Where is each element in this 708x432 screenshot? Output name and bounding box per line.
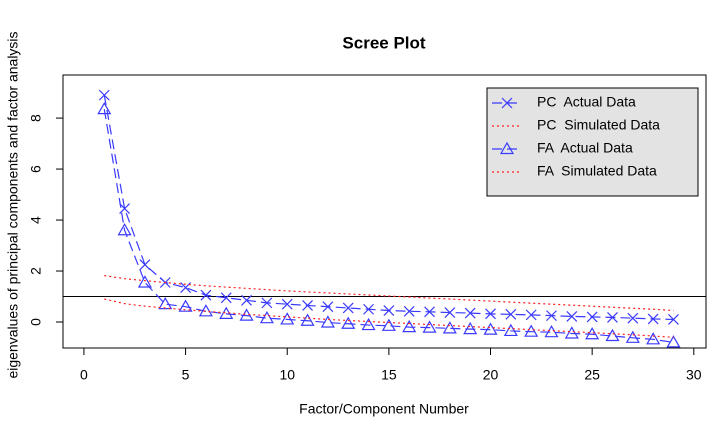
legend-label: FA Simulated Data [537, 163, 657, 179]
marker-triangle [280, 312, 295, 325]
x-tick-label: 15 [381, 367, 397, 383]
marker-x [139, 259, 151, 271]
marker-triangle [259, 310, 274, 324]
marker-triangle [198, 304, 213, 317]
y-tick-label: 0 [28, 318, 44, 326]
x-tick-label: 0 [80, 367, 88, 383]
marker-x [302, 300, 313, 311]
marker-x [342, 302, 354, 314]
x-tick-label: 10 [279, 367, 295, 383]
marker-triangle [564, 326, 579, 339]
legend-label: PC Simulated Data [537, 117, 660, 133]
marker-triangle [158, 296, 173, 310]
plot-frame [62, 74, 707, 349]
y-tick-label: 4 [28, 216, 44, 224]
marker-x [627, 312, 639, 324]
marker-x [505, 308, 517, 320]
marker-x [322, 301, 334, 313]
marker-x [403, 305, 415, 317]
marker-triangle [499, 141, 515, 155]
marker-x [383, 305, 395, 316]
x-tick-label: 30 [686, 367, 702, 383]
y-axis-label: eigenvalues of principal components and … [5, 31, 21, 378]
x-axis-label: Factor/Component Number [299, 401, 469, 417]
marker-triangle [381, 318, 396, 331]
x-tick-label: 5 [182, 367, 190, 383]
marker-x [607, 311, 618, 323]
marker-triangle [585, 327, 600, 340]
marker-triangle [117, 223, 132, 236]
series-line [104, 275, 674, 312]
marker-triangle [422, 320, 437, 333]
marker-x [424, 306, 435, 318]
marker-triangle [361, 317, 376, 331]
marker-x [464, 307, 476, 319]
marker-triangle [625, 330, 640, 343]
marker-triangle [178, 299, 193, 312]
marker-x [241, 294, 252, 306]
marker-triangle [97, 101, 112, 115]
legend-box [486, 87, 699, 197]
marker-x [363, 303, 374, 315]
marker-x [668, 314, 679, 325]
marker-triangle [442, 321, 457, 334]
marker-triangle [300, 313, 315, 326]
marker-triangle [503, 323, 518, 337]
marker-x [546, 310, 557, 322]
marker-x [220, 292, 232, 304]
series-line [103, 109, 674, 343]
marker-triangle [524, 324, 539, 337]
marker-triangle [402, 319, 417, 333]
legend-label: PC Actual Data [537, 94, 636, 110]
marker-x [119, 203, 131, 214]
marker-x [647, 313, 659, 325]
y-tick-label: 8 [28, 114, 44, 122]
marker-triangle [341, 316, 356, 329]
marker-x [200, 289, 212, 301]
y-tick-label: 2 [28, 267, 44, 275]
marker-triangle [137, 275, 152, 288]
marker-x [485, 308, 496, 320]
marker-x [566, 310, 578, 322]
marker-triangle [666, 335, 681, 348]
marker-x [501, 97, 513, 109]
marker-triangle [646, 332, 661, 345]
marker-triangle [605, 328, 620, 342]
x-tick-label: 25 [584, 367, 600, 383]
series-line [104, 298, 674, 338]
marker-x [281, 298, 293, 310]
marker-x [525, 309, 537, 321]
marker-triangle [483, 322, 498, 335]
x-tick-label: 20 [483, 367, 499, 383]
marker-triangle [463, 321, 478, 335]
marker-triangle [544, 324, 559, 338]
marker-x [444, 307, 456, 318]
marker-triangle [219, 306, 234, 319]
chart-title: Scree Plot [342, 33, 425, 52]
marker-x [261, 297, 273, 309]
marker-x [98, 89, 110, 101]
y-tick-label: 6 [28, 165, 44, 173]
marker-triangle [320, 315, 335, 328]
legend-label: FA Actual Data [537, 140, 633, 156]
marker-x [586, 311, 598, 323]
